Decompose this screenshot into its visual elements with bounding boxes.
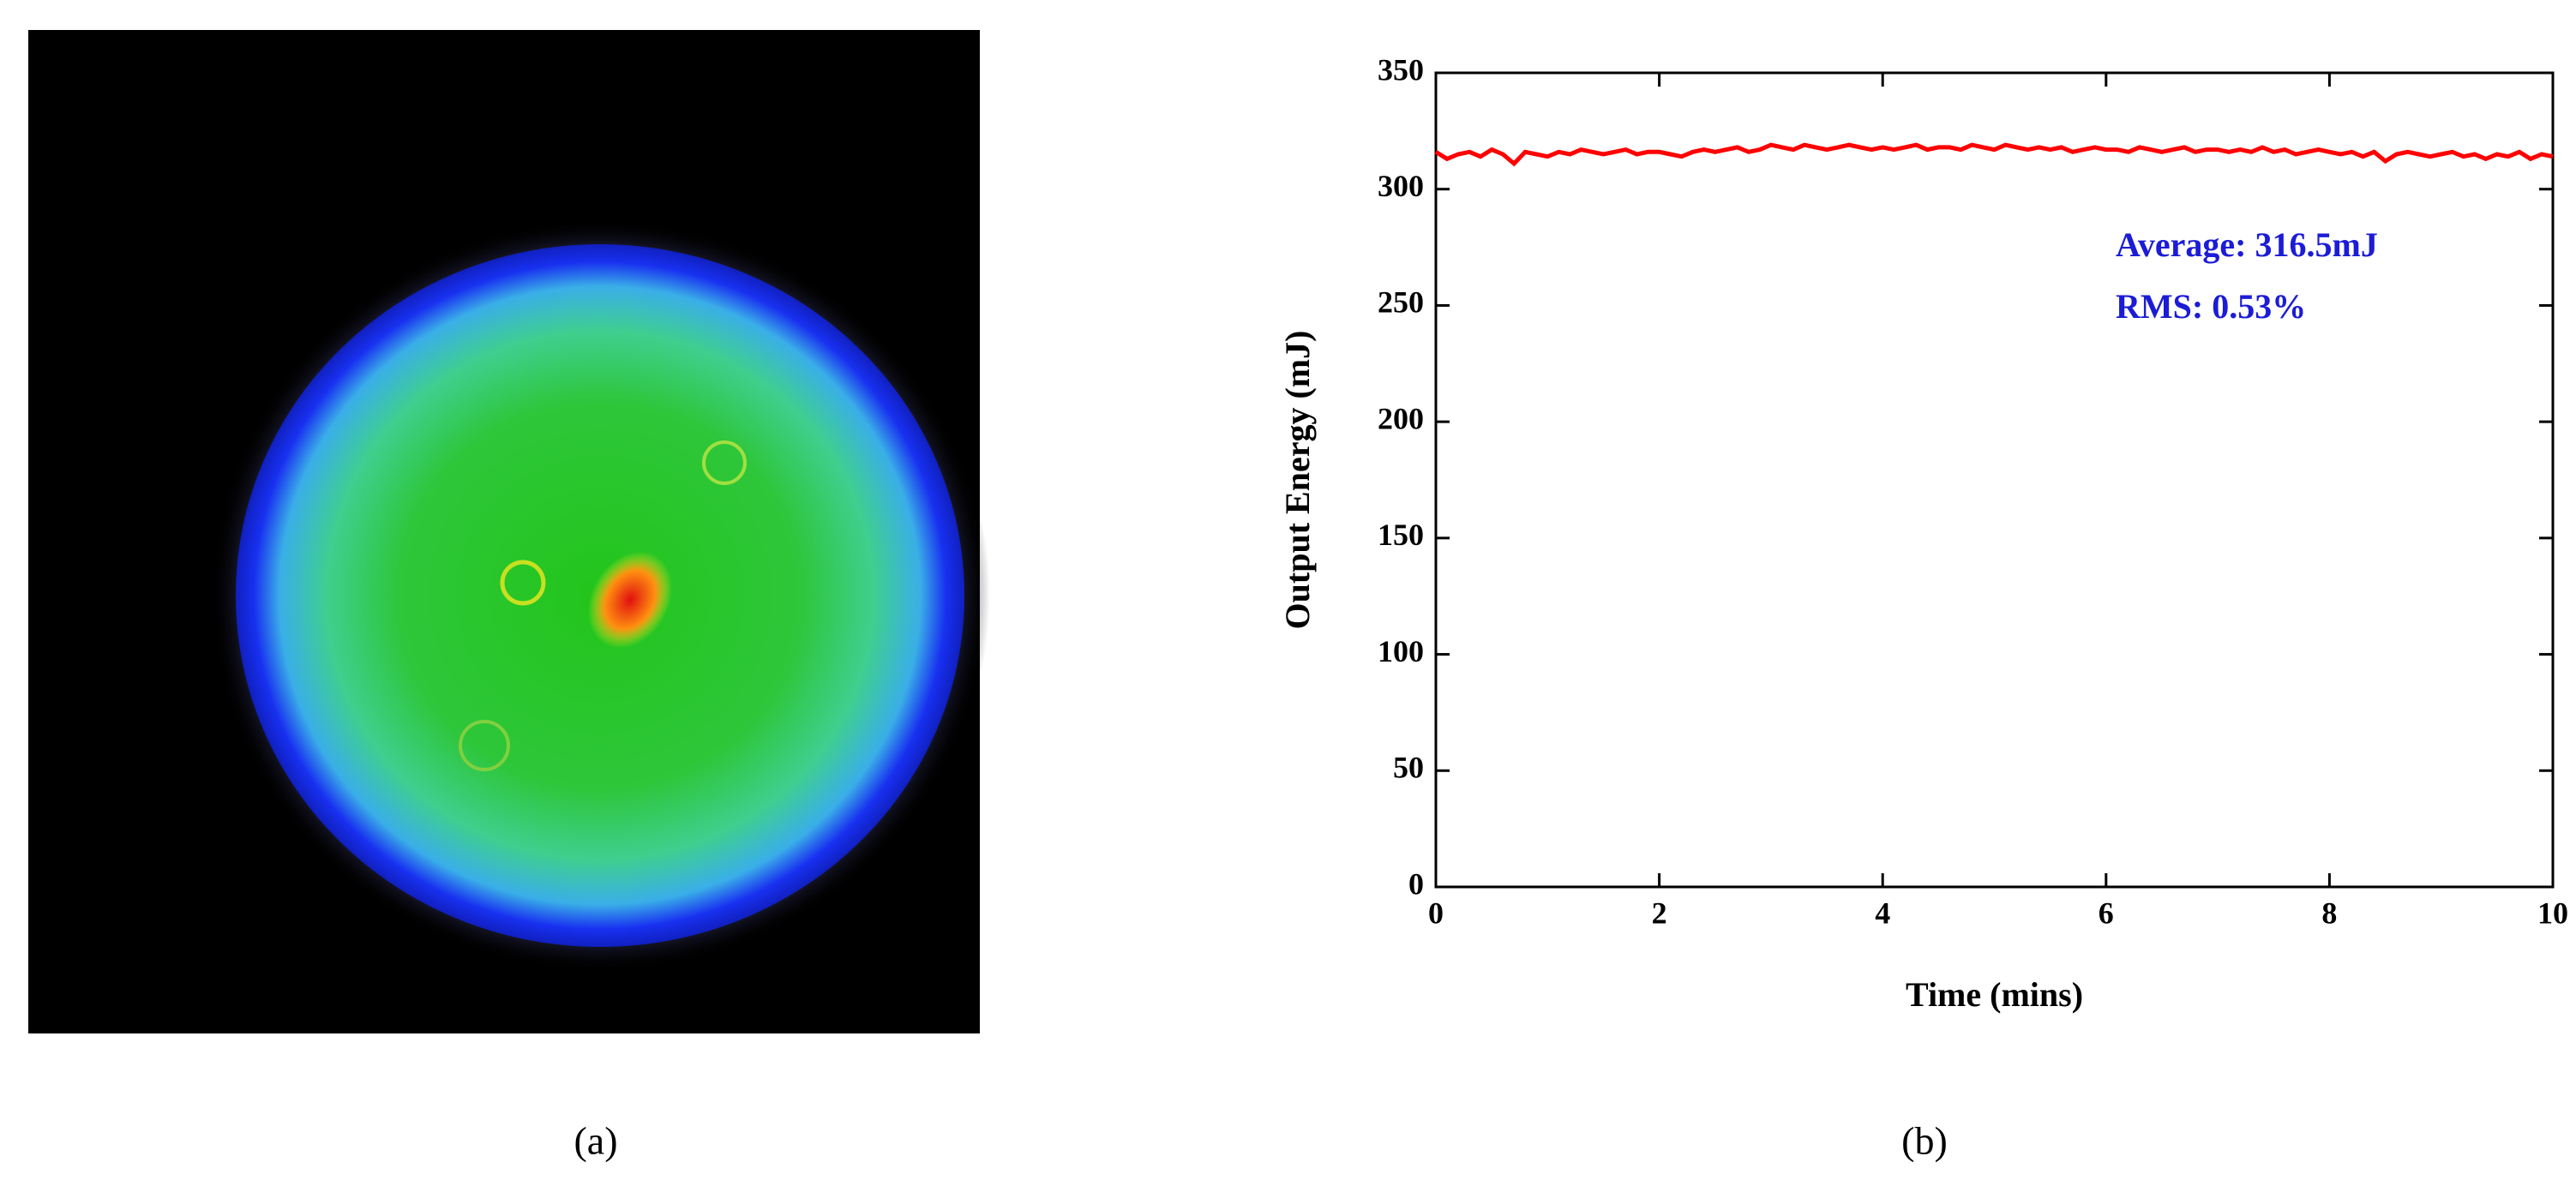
y-tick-label: 150 <box>1378 518 1424 552</box>
y-tick-label: 0 <box>1408 866 1424 901</box>
panel-label: (b) <box>1901 1119 1948 1163</box>
annotation: RMS: 0.53% <box>2116 287 2306 326</box>
chart: 0 50 100 150 200 250 300 350 0 2 4 6 8 10 Time (mins) O… <box>1278 52 2568 1014</box>
y-tick-label: 50 <box>1393 751 1424 785</box>
x-tick-label: 8 <box>2321 895 2337 930</box>
x-tick-label: 0 <box>1428 895 1444 930</box>
beam-profile-image <box>28 30 990 1033</box>
y-tick-label: 250 <box>1378 285 1424 320</box>
y-axis-label: Output Energy (mJ) <box>1278 331 1317 630</box>
x-tick-label: 6 <box>2099 895 2114 930</box>
y-tick-label: 300 <box>1378 169 1424 203</box>
plot-frame <box>1434 71 2555 889</box>
panel-label: (a) <box>573 1119 617 1163</box>
annotation: Average: 316.5mJ <box>2116 225 2378 264</box>
x-tick-label: 4 <box>1875 895 1890 930</box>
x-tick-label: 2 <box>1652 895 1667 930</box>
x-axis-label: Time (mins) <box>1906 975 2083 1014</box>
x-tick-label: 10 <box>2537 895 2568 930</box>
y-tick-label: 200 <box>1378 401 1424 435</box>
data-line <box>1434 142 2554 167</box>
y-tick-label: 100 <box>1378 634 1424 668</box>
y-tick-label: 350 <box>1378 52 1424 87</box>
